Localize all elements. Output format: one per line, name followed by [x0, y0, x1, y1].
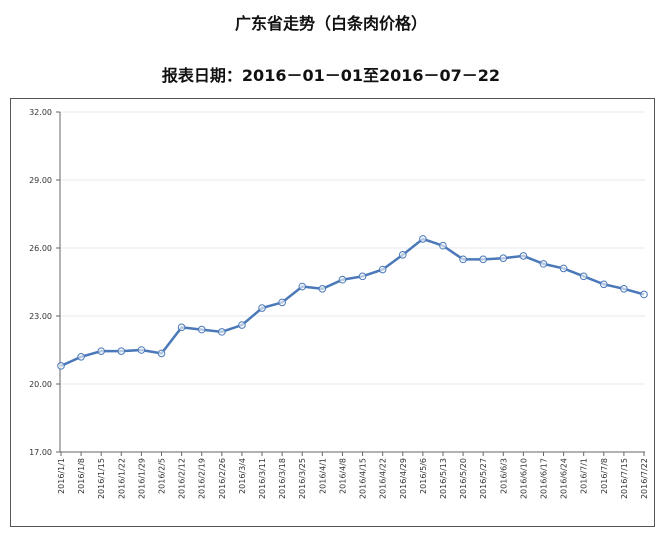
data-point [177, 323, 186, 332]
x-tick-label: 2016/3/4 [238, 458, 247, 494]
x-tick-label: 2016/5/20 [459, 458, 468, 499]
x-tick-label: 2016/3/11 [258, 458, 267, 499]
data-point [117, 347, 126, 355]
series-line [60, 237, 645, 368]
data-point [77, 353, 85, 361]
x-tick-label: 2016/1/8 [77, 458, 86, 494]
data-point [620, 285, 628, 293]
x-tick-label: 2016/4/29 [399, 458, 408, 499]
y-tick-label: 17.00 [29, 448, 52, 457]
data-point [258, 304, 266, 312]
data-point [539, 260, 548, 268]
x-tick-label: 2016/7/15 [620, 458, 629, 499]
data-point [358, 272, 367, 281]
x-tick-label: 2016/4/22 [379, 458, 388, 499]
data-point [57, 362, 65, 370]
data-point [338, 275, 347, 284]
x-tick-label: 2016/5/13 [439, 458, 448, 499]
x-tick-label: 2016/1/22 [117, 458, 126, 499]
data-point [640, 290, 648, 299]
x-tick-label: 2016/2/5 [158, 458, 167, 494]
x-tick-label: 2016/5/6 [419, 458, 428, 494]
x-tick-label: 2016/6/10 [519, 458, 528, 499]
data-point [378, 265, 387, 274]
data-point [559, 264, 568, 273]
y-tick-label: 26.00 [29, 244, 52, 253]
data-point [298, 282, 307, 291]
report-date: 报表日期：2016－01－01至2016－07－22 [161, 66, 501, 85]
data-point [218, 328, 226, 336]
data-point [398, 251, 407, 259]
x-tick-label: 2016/6/3 [499, 458, 508, 494]
data-point [439, 241, 447, 250]
y-tick-label: 20.00 [29, 380, 52, 389]
data-point [599, 280, 608, 289]
x-tick-label: 2016/3/25 [298, 458, 307, 499]
data-point [419, 235, 427, 243]
x-tick-label: 2016/6/24 [560, 458, 569, 499]
data-point [157, 349, 166, 358]
x-tick-label: 2016/3/18 [278, 458, 287, 499]
y-tick-label: 32.00 [29, 108, 52, 117]
x-tick-label: 2016/4/8 [338, 458, 347, 494]
data-point [479, 255, 487, 264]
x-tick-label: 2016/2/26 [218, 458, 227, 499]
x-tick-label: 2016/2/19 [198, 458, 207, 499]
chart-frame [10, 98, 655, 527]
data-point [459, 255, 467, 264]
data-point [97, 347, 106, 355]
data-point [278, 298, 286, 307]
data-point [197, 325, 206, 334]
x-tick-label: 2016/5/27 [479, 458, 488, 499]
x-tick-label: 2016/2/12 [178, 458, 187, 499]
data-point [499, 254, 508, 263]
x-tick-label: 2016/1/29 [137, 458, 146, 499]
y-tick-label: 23.00 [29, 312, 52, 321]
x-tick-label: 2016/7/8 [600, 458, 609, 494]
data-point [318, 285, 327, 293]
data-point [137, 346, 146, 354]
x-tick-label: 2016/1/1 [57, 458, 66, 494]
chart-title: 广东省走势（白条肉价格） [234, 14, 427, 33]
data-point [579, 272, 588, 281]
x-tick-label: 2016/1/15 [97, 458, 106, 499]
x-tick-label: 2016/4/15 [359, 458, 368, 499]
data-point [519, 252, 528, 260]
y-tick-label: 29.00 [29, 176, 52, 185]
data-point [238, 321, 246, 329]
x-tick-label: 2016/6/17 [539, 458, 548, 499]
x-tick-label: 2016/7/22 [640, 458, 649, 499]
x-tick-label: 2016/7/1 [580, 458, 589, 494]
x-tick-label: 2016/4/1 [318, 458, 327, 494]
